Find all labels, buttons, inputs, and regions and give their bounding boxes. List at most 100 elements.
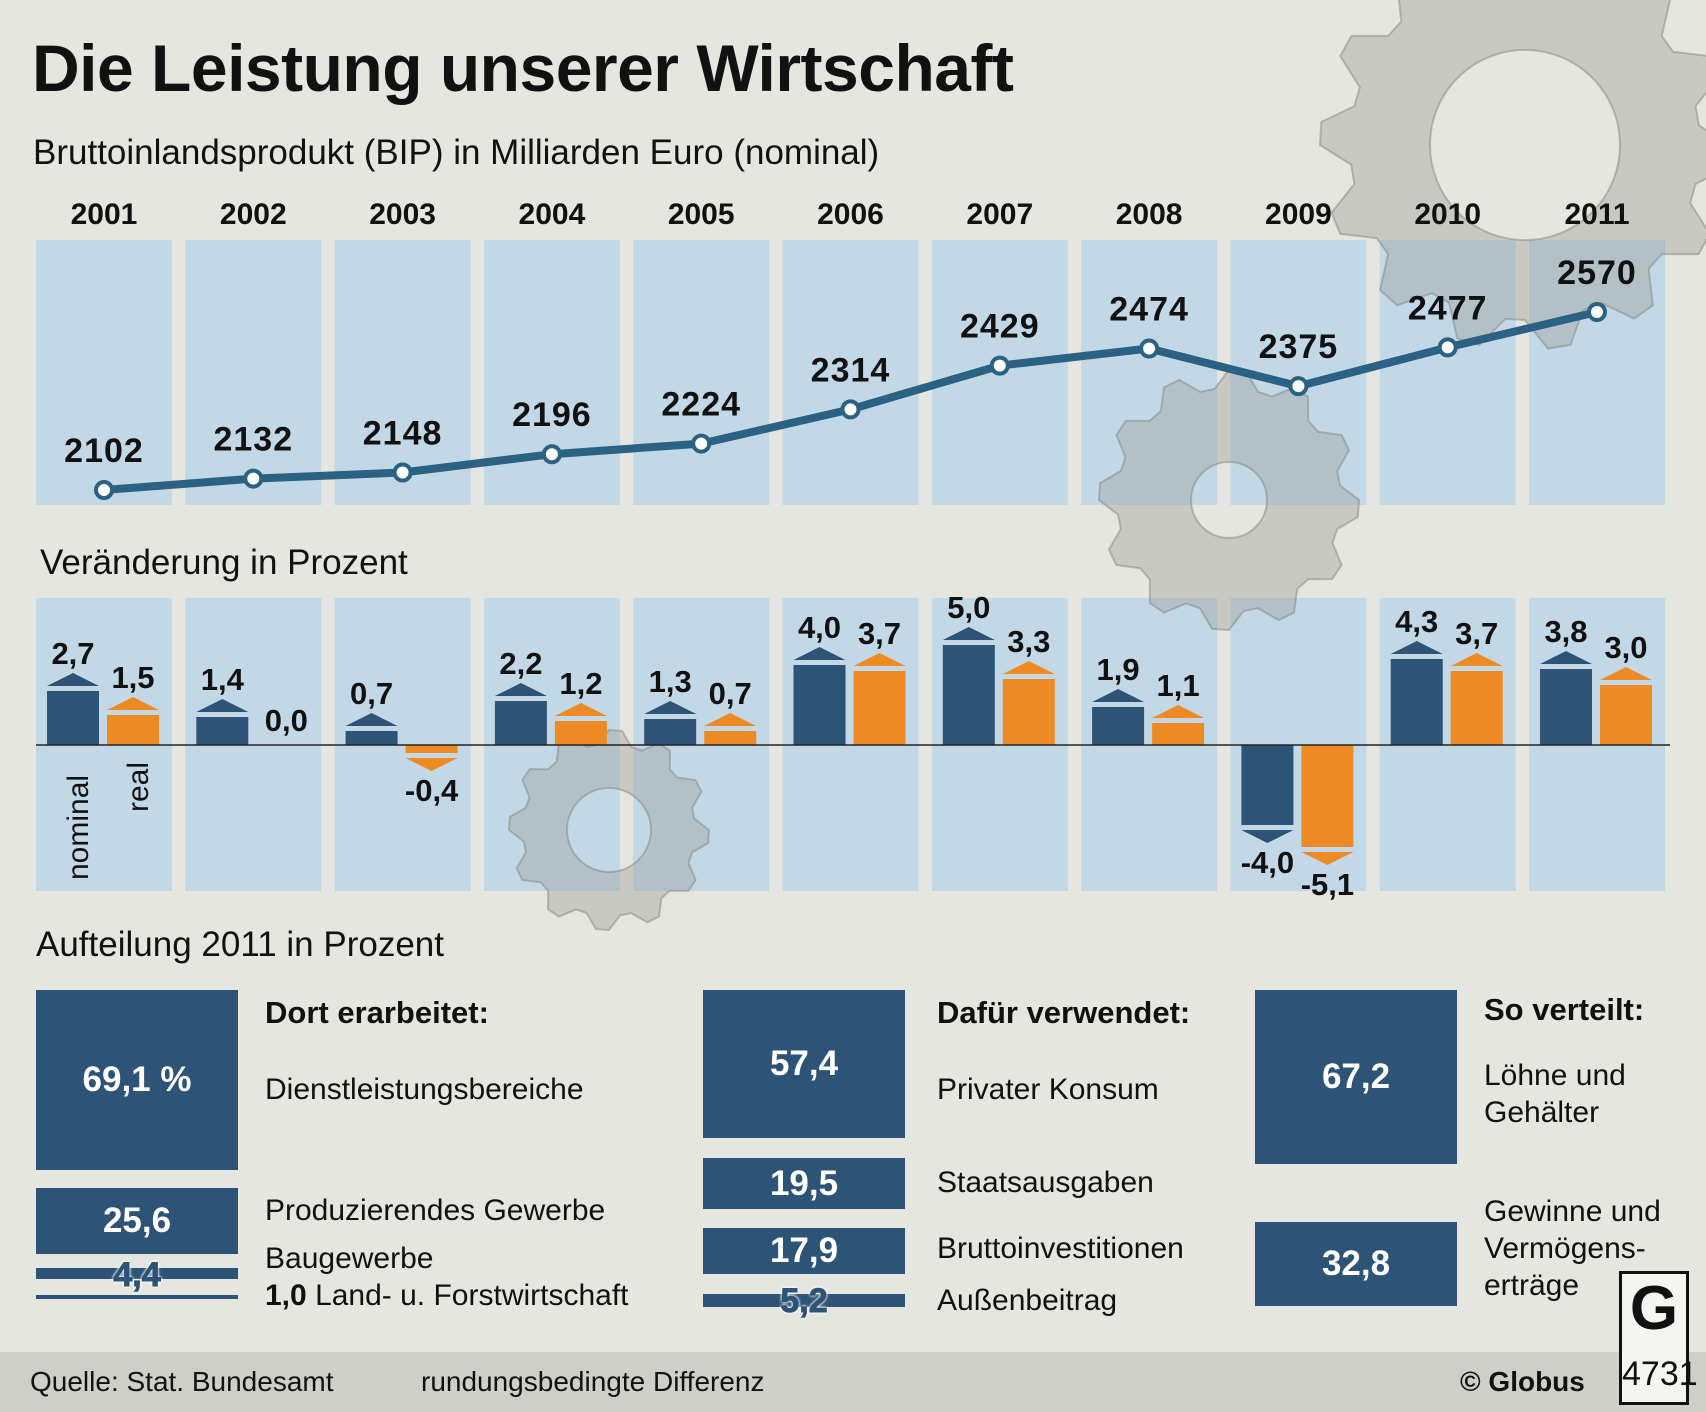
bip-value-label: 2375 — [1259, 328, 1339, 366]
bip-value-label: 2570 — [1557, 254, 1637, 292]
nominal-bar — [942, 645, 995, 745]
change-value-label: 3,7 — [858, 616, 901, 651]
change-value-label: 4,3 — [1395, 604, 1438, 639]
government-block: 19,5 — [703, 1158, 905, 1209]
year-label: 2010 — [1414, 198, 1481, 231]
real-bar — [1301, 745, 1354, 847]
bip-value-label: 2429 — [960, 308, 1040, 346]
investment-label: Bruttoinvestitionen — [937, 1232, 1184, 1265]
real-bar — [554, 721, 607, 745]
nominal-bar — [47, 691, 99, 745]
change-value-label: 4,0 — [798, 610, 841, 645]
bar-arrow — [1092, 689, 1145, 702]
bip-panel — [334, 240, 471, 505]
change-subtitle: Veränderung in Prozent — [40, 543, 408, 582]
real-bar — [405, 745, 458, 753]
bar-arrow — [1301, 852, 1354, 865]
agriculture-block — [36, 1295, 238, 1299]
change-value-label: 0,7 — [709, 676, 752, 711]
wages-block: 67,2 — [1255, 990, 1457, 1164]
bip-value-label: 2196 — [512, 396, 592, 434]
bip-point — [1587, 302, 1607, 322]
bip-point — [392, 462, 413, 483]
profits-label: Gewinne und Vermögens- erträge — [1484, 1193, 1661, 1304]
bar-arrow — [107, 697, 159, 710]
real-bar — [853, 671, 906, 745]
legend-nominal: nominal — [62, 775, 95, 880]
copyright-text: © Globus — [1460, 1366, 1585, 1397]
bip-point — [840, 399, 861, 420]
bar-arrow — [1390, 641, 1443, 654]
globus-logo-letter: G — [1629, 1274, 1679, 1343]
year-label: 2003 — [369, 198, 436, 231]
bip-panel — [633, 240, 770, 505]
bip-value-label: 2477 — [1408, 289, 1488, 327]
nominal-bar — [1092, 707, 1145, 745]
bip-panel — [782, 240, 919, 505]
wages-label: Löhne und Gehälter — [1484, 1057, 1626, 1131]
wages-label-line: Löhne und — [1484, 1059, 1626, 1092]
page-title: Die Leistung unserer Wirtschaft — [32, 31, 1014, 105]
bar-arrow — [1540, 651, 1592, 664]
profits-block: 32,8 — [1255, 1222, 1457, 1306]
bip-value-label: 2474 — [1109, 291, 1189, 329]
bip-value-label: 2148 — [363, 415, 443, 453]
bip-point — [1288, 376, 1309, 397]
change-value-label: 1,5 — [111, 660, 154, 695]
gear-icon — [1318, 0, 1706, 350]
change-value-label: -5,1 — [1301, 867, 1354, 902]
manufacturing-block: 25,6 — [36, 1188, 238, 1254]
change-value-label: 0,0 — [265, 703, 308, 738]
profits-label-line: erträge — [1484, 1269, 1580, 1302]
trade-balance-label: Außenbeitrag — [937, 1284, 1118, 1317]
worked-header: Dort erarbeitet: — [265, 995, 489, 1030]
nominal-bar — [793, 665, 846, 745]
used-header: Dafür verwendet: — [937, 995, 1191, 1030]
bip-point — [691, 433, 712, 454]
change-value-label: 0,7 — [350, 676, 393, 711]
profits-label-line: Gewinne und — [1484, 1195, 1661, 1228]
nominal-bar — [494, 701, 547, 745]
wages-value: 67,2 — [1321, 1057, 1391, 1096]
bip-value-label: 2314 — [811, 351, 891, 389]
bip-line-chart: 2001 2002 2003 2004 2005 2006 2007 2008 2009 2010… — [64, 198, 1637, 500]
real-bar — [1002, 679, 1055, 745]
real-bar — [704, 731, 757, 745]
bip-panel — [1529, 240, 1665, 505]
nominal-bar — [196, 717, 249, 745]
construction-value: 4,4 — [113, 1256, 161, 1295]
profits-value: 32,8 — [1321, 1244, 1391, 1283]
bar-arrow — [554, 703, 607, 716]
trade-balance-value: 5,2 — [780, 1282, 828, 1321]
nominal-bar — [644, 719, 697, 745]
bip-value-label: 2102 — [64, 432, 144, 470]
year-label: 2005 — [668, 198, 735, 231]
bar-arrow — [345, 713, 398, 726]
footer-bar — [0, 1352, 1706, 1412]
source-text: Quelle: Stat. Bundesamt — [30, 1366, 334, 1397]
consumption-block: 57,4 — [703, 990, 905, 1138]
services-value: 69,1 % — [82, 1060, 192, 1099]
bip-value-label: 2132 — [213, 421, 293, 459]
split-subtitle: Aufteilung 2011 in Prozent — [36, 925, 444, 964]
change-value-label: 1,9 — [1097, 652, 1140, 687]
rounding-note: rundungsbedingte Differenz — [421, 1366, 765, 1397]
change-value-label: 3,8 — [1544, 614, 1587, 649]
nominal-bar — [1540, 669, 1592, 745]
bip-panel — [483, 240, 620, 505]
bar-arrow — [853, 653, 906, 666]
bar-arrow — [405, 758, 458, 771]
change-value-label: 1,4 — [201, 662, 245, 697]
nominal-bar — [345, 731, 398, 745]
bip-point — [94, 480, 114, 500]
change-value-label: 3,3 — [1007, 624, 1050, 659]
year-label: 2009 — [1265, 198, 1332, 231]
nominal-bar — [1390, 659, 1443, 745]
real-bar — [1600, 685, 1652, 745]
real-bar — [1450, 671, 1503, 745]
investment-value: 17,9 — [769, 1231, 839, 1270]
change-value-label: -0,4 — [405, 773, 459, 808]
bar-arrow — [704, 713, 757, 726]
manufacturing-label: Produzierendes Gewerbe — [265, 1194, 606, 1227]
